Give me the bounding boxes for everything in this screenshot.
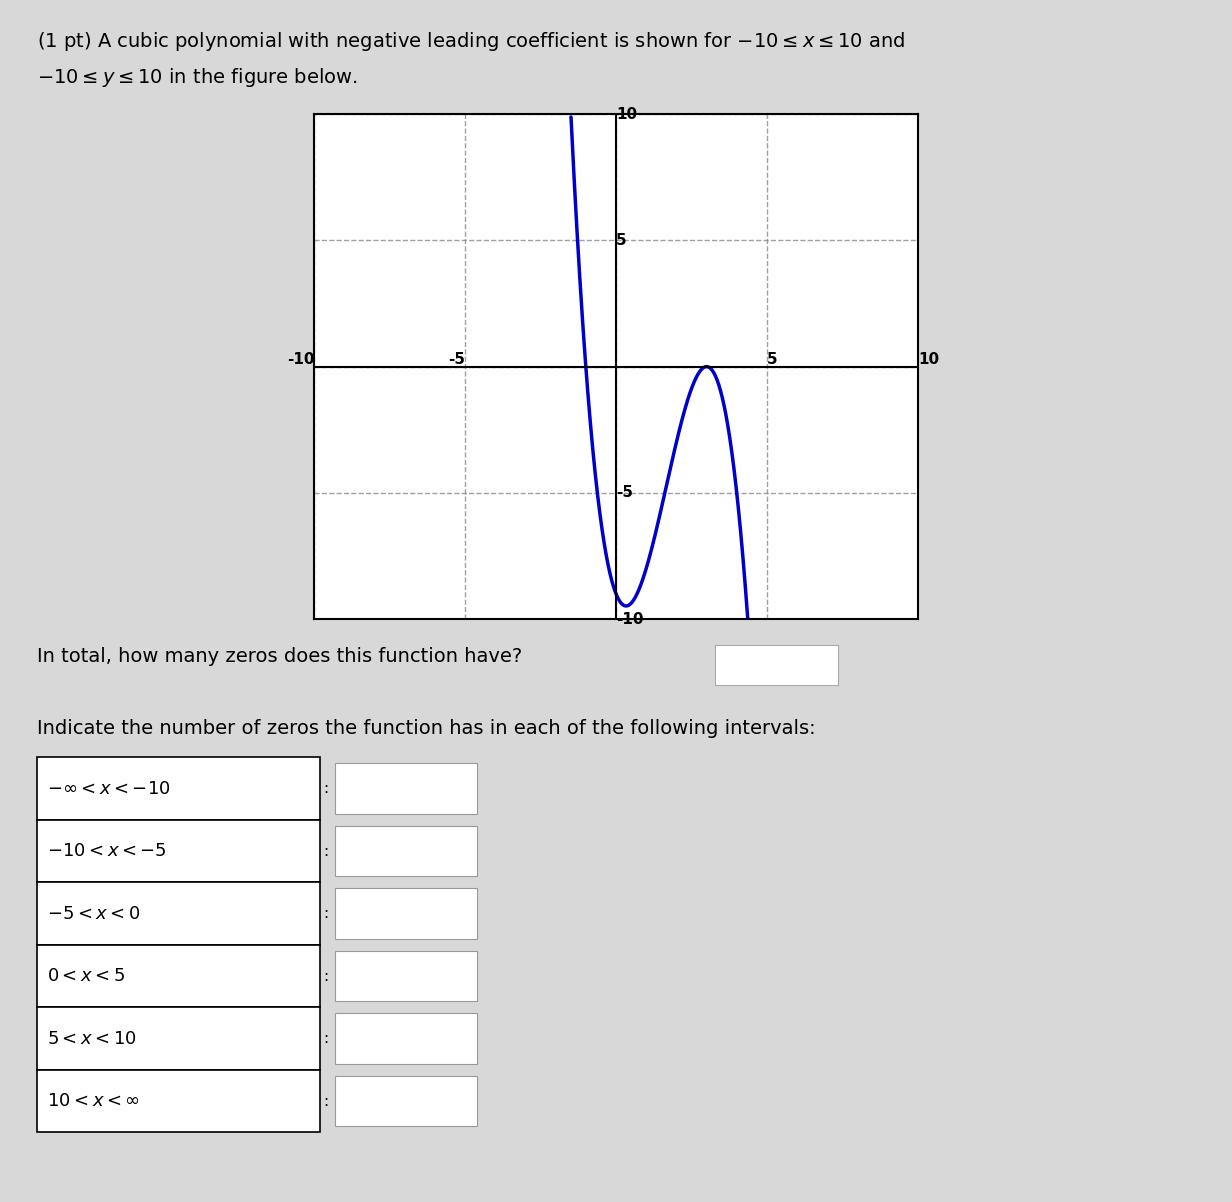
Text: (1 pt) A cubic polynomial with negative leading coefficient is shown for $-10 \l: (1 pt) A cubic polynomial with negative … [37,30,906,53]
Text: $-\infty < x < -10$: $-\infty < x < -10$ [47,780,170,797]
Text: -5: -5 [448,352,466,367]
Text: :: : [323,844,328,858]
Text: :: : [323,1031,328,1046]
Text: 5: 5 [616,233,627,248]
Text: Indicate the number of zeros the function has in each of the following intervals: Indicate the number of zeros the functio… [37,719,816,738]
Text: -10: -10 [616,612,643,626]
Text: -10: -10 [287,352,314,367]
Text: 5: 5 [766,352,777,367]
Text: $5 < x < 10$: $5 < x < 10$ [47,1030,137,1047]
Text: $-10 \leq y \leq 10$ in the figure below.: $-10 \leq y \leq 10$ in the figure below… [37,66,357,89]
Text: :: : [323,1094,328,1108]
Text: :: : [323,969,328,983]
Text: $-10 < x < -5$: $-10 < x < -5$ [47,843,169,859]
Text: In total, how many zeros does this function have?: In total, how many zeros does this funct… [37,647,522,666]
Text: :: : [323,781,328,796]
Text: $10 < x < \infty$: $10 < x < \infty$ [47,1093,139,1109]
Text: :: : [323,906,328,921]
Text: $0 < x < 5$: $0 < x < 5$ [47,968,124,984]
Text: -5: -5 [616,486,633,500]
Text: 10: 10 [616,107,637,121]
Text: 10: 10 [918,352,939,367]
Text: $-5 < x < 0$: $-5 < x < 0$ [47,905,140,922]
